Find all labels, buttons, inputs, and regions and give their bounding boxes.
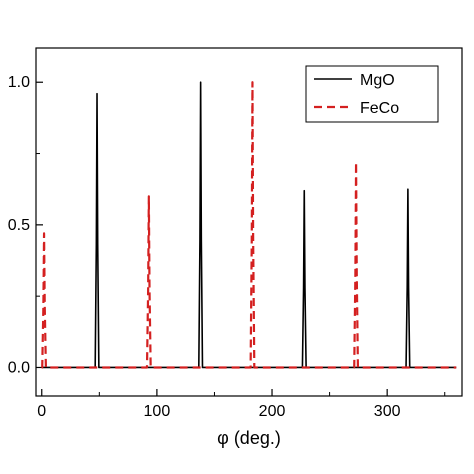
y-tick-label: 0.0 (8, 359, 30, 376)
x-tick-label: 100 (144, 403, 171, 420)
legend-label-mgo: MgO (360, 72, 395, 89)
series-line-mgo (41, 81, 457, 369)
plot-frame (35, 47, 463, 397)
y-tick-label: 1.0 (8, 74, 30, 91)
legend-label-feco: FeCo (360, 100, 399, 117)
y-tick-label: 0.5 (8, 217, 30, 234)
legend-box (305, 65, 439, 123)
x-tick-label: 200 (259, 403, 286, 420)
legend: MgO FeCo (305, 65, 439, 123)
x-axis-title: φ (deg.) (217, 428, 281, 448)
series-line-feco (41, 81, 457, 369)
tick-labels: 0 100 200 300 0.0 0.5 1.0 (8, 74, 401, 420)
x-tick-label: 0 (37, 403, 46, 420)
series-lines (41, 81, 457, 369)
x-tick-label: 300 (374, 403, 401, 420)
